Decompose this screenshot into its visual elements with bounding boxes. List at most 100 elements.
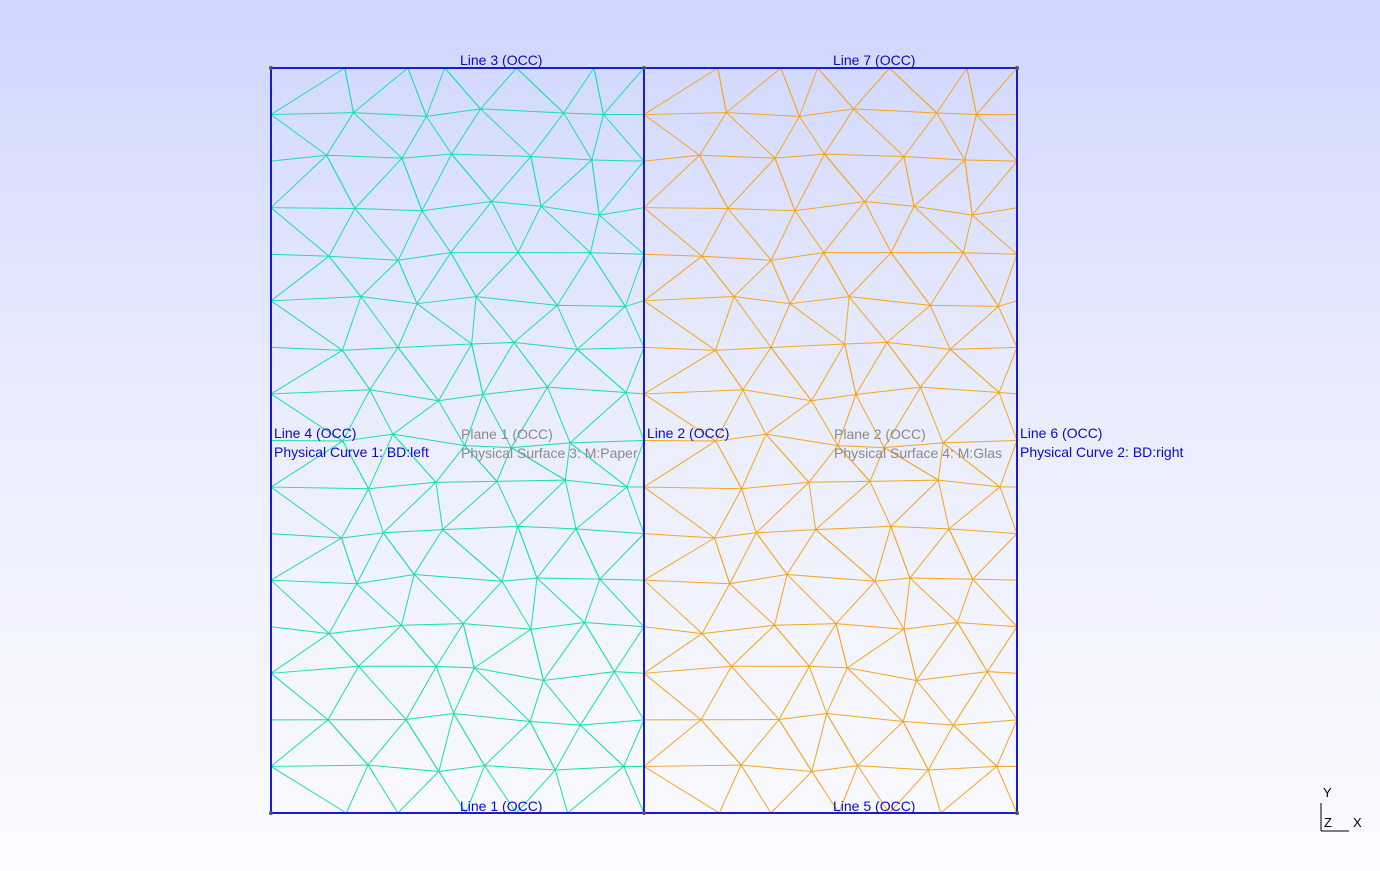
mesh-edge bbox=[987, 671, 1018, 674]
geometry-point[interactable] bbox=[642, 66, 646, 70]
mesh-edge bbox=[643, 114, 700, 156]
mesh-edge bbox=[774, 623, 837, 626]
mesh-edge bbox=[957, 578, 974, 623]
mesh-edge bbox=[382, 532, 415, 575]
mesh-edge bbox=[929, 252, 964, 306]
mesh-edge bbox=[903, 622, 958, 630]
mesh-edge bbox=[342, 440, 370, 489]
geometry-point[interactable] bbox=[642, 811, 646, 815]
mesh-edge bbox=[874, 577, 910, 582]
mesh-edge bbox=[699, 154, 729, 209]
mesh-edge bbox=[811, 713, 828, 772]
mesh-edge bbox=[740, 719, 780, 766]
mesh-edge bbox=[826, 713, 859, 766]
mesh-edge bbox=[884, 442, 944, 449]
mesh-edge bbox=[579, 724, 625, 767]
mesh-edge bbox=[270, 533, 342, 539]
mesh-edge bbox=[731, 624, 775, 667]
geometry-point[interactable] bbox=[1015, 811, 1019, 815]
mesh-edge bbox=[536, 528, 577, 579]
mesh-edge bbox=[326, 154, 403, 159]
mesh-edge bbox=[643, 296, 734, 302]
mesh-edge bbox=[643, 349, 716, 395]
mesh-edge bbox=[517, 525, 577, 530]
mesh-edge bbox=[270, 67, 346, 115]
mesh-edge bbox=[401, 116, 427, 159]
mesh-edge bbox=[937, 479, 950, 529]
mesh-edge bbox=[342, 350, 371, 391]
mesh-edge bbox=[794, 201, 865, 212]
mesh-edge bbox=[811, 393, 856, 402]
mesh-edge bbox=[513, 342, 548, 388]
mesh-edge bbox=[438, 343, 473, 401]
geometry-point[interactable] bbox=[1015, 66, 1019, 70]
mesh-edge bbox=[353, 112, 427, 117]
mesh-edge bbox=[435, 623, 464, 667]
mesh-edge bbox=[740, 764, 772, 814]
mesh-edge bbox=[464, 445, 498, 482]
mesh-edge bbox=[836, 623, 905, 630]
geometry-point[interactable] bbox=[269, 66, 273, 70]
mesh-edge bbox=[270, 579, 330, 634]
mesh-edge bbox=[815, 481, 871, 530]
mesh-edge bbox=[564, 442, 571, 481]
mesh-edge bbox=[844, 343, 857, 395]
mesh-edge bbox=[543, 671, 615, 681]
mesh-edge bbox=[599, 578, 645, 581]
mesh-edge bbox=[480, 108, 564, 114]
mesh-edge bbox=[438, 771, 467, 814]
mesh-edge bbox=[890, 252, 931, 306]
mesh-edge bbox=[405, 712, 454, 721]
mesh-edge bbox=[855, 342, 888, 395]
mesh-edge bbox=[563, 67, 595, 114]
mesh-edge bbox=[623, 719, 645, 767]
mesh-edge bbox=[920, 386, 1000, 394]
mesh-edge bbox=[853, 108, 905, 157]
mesh-edge bbox=[714, 296, 735, 351]
mesh-edge bbox=[964, 159, 973, 216]
mesh-edge bbox=[405, 666, 437, 720]
label-plane-1: Plane 1 (OCC) bbox=[461, 426, 553, 442]
mesh-edge bbox=[949, 306, 999, 350]
mesh-edge bbox=[475, 296, 515, 343]
geometry-point[interactable] bbox=[269, 811, 273, 815]
mesh-edge bbox=[491, 156, 532, 202]
mesh-edge bbox=[903, 721, 954, 726]
mesh-edge bbox=[999, 486, 1018, 534]
mesh-edge bbox=[401, 623, 464, 626]
mesh-edge bbox=[563, 112, 604, 116]
mesh-edge bbox=[943, 440, 1018, 444]
mesh-edge bbox=[327, 719, 369, 766]
mesh-edge bbox=[957, 622, 988, 672]
mesh-edge bbox=[643, 537, 715, 581]
mesh-edge bbox=[857, 765, 929, 771]
mesh-edge bbox=[949, 349, 1000, 393]
mesh-edge bbox=[997, 254, 1018, 307]
mesh-edge bbox=[270, 207, 355, 209]
mesh-edge bbox=[530, 577, 538, 630]
mesh-edge bbox=[442, 525, 518, 531]
mesh-edge bbox=[811, 771, 840, 814]
mesh-edge bbox=[903, 112, 938, 157]
mesh-edge bbox=[826, 712, 904, 723]
mesh-edge bbox=[727, 208, 772, 261]
mesh-edge bbox=[270, 300, 343, 351]
mesh-edge bbox=[577, 346, 645, 350]
mesh-edge bbox=[808, 445, 839, 483]
mesh-edge bbox=[453, 713, 486, 766]
mesh-edge bbox=[972, 533, 1018, 580]
mesh-edge bbox=[270, 389, 370, 395]
mesh-edge bbox=[902, 721, 929, 771]
mesh-edge bbox=[929, 305, 951, 350]
mesh-edge bbox=[714, 488, 743, 539]
mesh-edge bbox=[270, 349, 343, 395]
mesh-edge bbox=[496, 479, 566, 482]
mesh-edge bbox=[397, 210, 423, 261]
mesh-edge bbox=[329, 624, 402, 635]
mesh-edge bbox=[438, 765, 485, 772]
mesh-edge bbox=[517, 526, 538, 579]
mesh-edge bbox=[517, 205, 542, 253]
mesh-edge bbox=[270, 296, 361, 302]
mesh-edge bbox=[729, 532, 757, 585]
